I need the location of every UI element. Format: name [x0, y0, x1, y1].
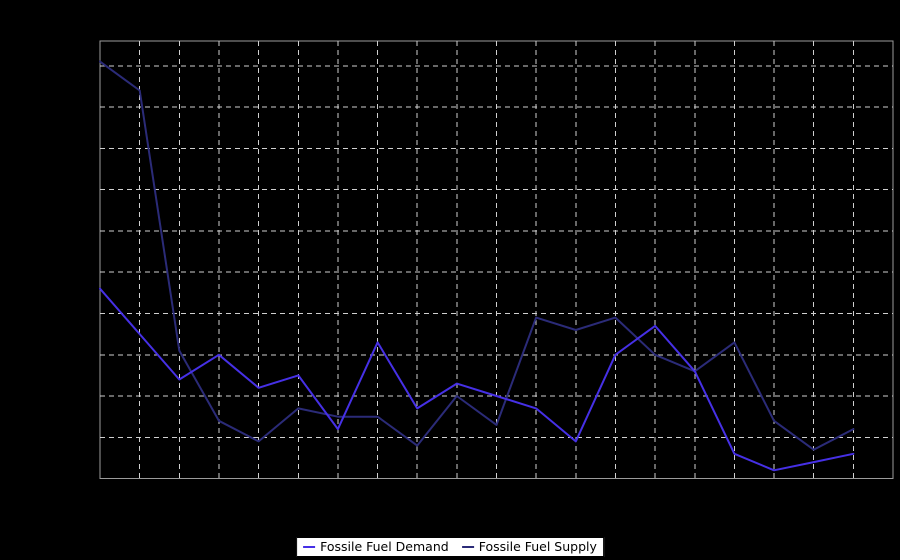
legend-label-demand: Fossile Fuel Demand	[320, 538, 449, 554]
legend-item-fossile-fuel-demand: Fossile Fuel Demand	[303, 538, 449, 554]
legend-label-supply: Fossile Fuel Supply	[478, 538, 597, 554]
chart-legend: Fossile Fuel Demand Fossile Fuel Supply	[296, 537, 604, 557]
supply-line-swatch	[461, 546, 474, 548]
demand-line-swatch	[303, 546, 316, 548]
legend-item-fossile-fuel-supply: Fossile Fuel Supply	[461, 538, 597, 554]
